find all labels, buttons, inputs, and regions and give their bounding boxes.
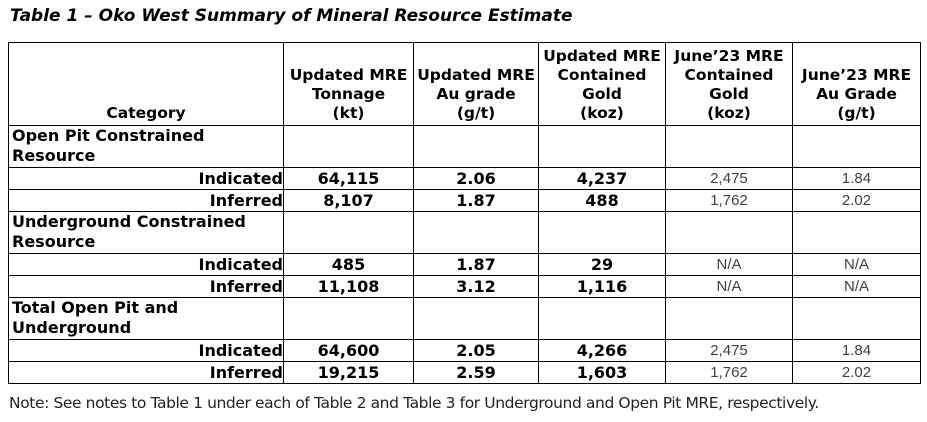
column-header-june23-grade: June’23 MRE Au Grade (g/t) (792, 42, 921, 126)
cell-updated-contained-gold: 1,603 (538, 361, 666, 384)
cell-updated-contained-gold: 4,266 (538, 339, 666, 362)
cell-updated-contained-gold: 29 (538, 253, 666, 276)
cell-updated-tonnage: 11,108 (283, 275, 414, 298)
table-footnote: Note: See notes to Table 1 under each of… (9, 394, 819, 412)
cell-updated-contained-gold: 4,237 (538, 167, 666, 190)
row-category: Inferred (8, 189, 284, 212)
empty-cell (665, 125, 793, 168)
empty-cell (792, 211, 921, 254)
section-row-underground: Underground Constrained Resource (8, 211, 921, 254)
empty-cell (413, 125, 539, 168)
empty-cell (665, 297, 793, 340)
row-category: Inferred (8, 361, 284, 384)
cell-updated-grade: 1.87 (413, 253, 539, 276)
mineral-resource-table: Category Updated MRE Tonnage (kt) Update… (8, 42, 921, 384)
empty-cell (413, 297, 539, 340)
header-row: Category Updated MRE Tonnage (kt) Update… (8, 42, 921, 126)
cell-updated-contained-gold: 488 (538, 189, 666, 212)
empty-cell (538, 297, 666, 340)
empty-cell (665, 211, 793, 254)
column-header-updated-tonnage: Updated MRE Tonnage (kt) (283, 42, 414, 126)
column-header-updated-grade: Updated MRE Au grade (g/t) (413, 42, 539, 126)
empty-cell (792, 125, 921, 168)
empty-cell (538, 211, 666, 254)
empty-cell (283, 125, 414, 168)
table-title: Table 1 – Oko West Summary of Mineral Re… (10, 6, 573, 26)
column-header-june23-contained-gold: June’23 MRE Contained Gold (koz) (665, 42, 793, 126)
empty-cell (283, 211, 414, 254)
cell-june23-grade: 1.84 (792, 339, 921, 362)
table-row: Indicated 64,600 2.05 4,266 2,475 1.84 (8, 339, 921, 362)
cell-updated-grade: 3.12 (413, 275, 539, 298)
section-label: Underground Constrained Resource (8, 211, 284, 254)
empty-cell (413, 211, 539, 254)
cell-june23-grade: N/A (792, 253, 921, 276)
cell-june23-grade: N/A (792, 275, 921, 298)
table-row: Indicated 64,115 2.06 4,237 2,475 1.84 (8, 167, 921, 190)
column-header-updated-contained-gold: Updated MRE Contained Gold (koz) (538, 42, 666, 126)
empty-cell (283, 297, 414, 340)
cell-june23-contained-gold: N/A (665, 275, 793, 298)
section-label: Open Pit Constrained Resource (8, 125, 284, 168)
table-row: Indicated 485 1.87 29 N/A N/A (8, 253, 921, 276)
cell-updated-tonnage: 19,215 (283, 361, 414, 384)
cell-june23-contained-gold: 2,475 (665, 339, 793, 362)
row-category: Indicated (8, 253, 284, 276)
cell-june23-contained-gold: 2,475 (665, 167, 793, 190)
table-row: Inferred 11,108 3.12 1,116 N/A N/A (8, 275, 921, 298)
cell-updated-tonnage: 485 (283, 253, 414, 276)
cell-updated-grade: 2.59 (413, 361, 539, 384)
table-row: Inferred 8,107 1.87 488 1,762 2.02 (8, 189, 921, 212)
cell-updated-tonnage: 64,115 (283, 167, 414, 190)
row-category: Indicated (8, 167, 284, 190)
cell-june23-contained-gold: 1,762 (665, 361, 793, 384)
cell-june23-grade: 2.02 (792, 361, 921, 384)
column-header-category: Category (8, 42, 284, 126)
table-row: Inferred 19,215 2.59 1,603 1,762 2.02 (8, 361, 921, 384)
section-row-open-pit: Open Pit Constrained Resource (8, 125, 921, 168)
cell-june23-contained-gold: 1,762 (665, 189, 793, 212)
cell-updated-tonnage: 8,107 (283, 189, 414, 212)
cell-june23-contained-gold: N/A (665, 253, 793, 276)
empty-cell (792, 297, 921, 340)
section-row-total: Total Open Pit and Underground (8, 297, 921, 340)
cell-updated-tonnage: 64,600 (283, 339, 414, 362)
cell-updated-grade: 2.05 (413, 339, 539, 362)
cell-updated-grade: 1.87 (413, 189, 539, 212)
row-category: Inferred (8, 275, 284, 298)
cell-updated-grade: 2.06 (413, 167, 539, 190)
empty-cell (538, 125, 666, 168)
row-category: Indicated (8, 339, 284, 362)
cell-june23-grade: 1.84 (792, 167, 921, 190)
cell-updated-contained-gold: 1,116 (538, 275, 666, 298)
cell-june23-grade: 2.02 (792, 189, 921, 212)
section-label: Total Open Pit and Underground (8, 297, 284, 340)
